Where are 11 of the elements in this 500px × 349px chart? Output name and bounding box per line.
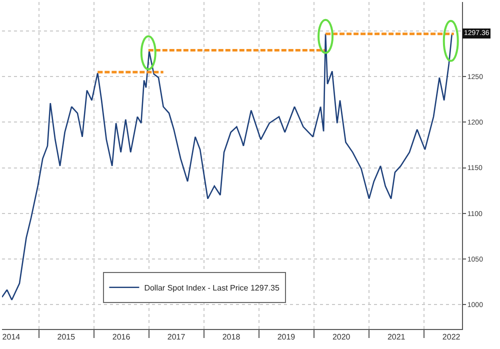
x-tick-label: 2016 [112,332,131,342]
x-tick-label: 2017 [167,332,186,342]
line-series [2,33,453,300]
legend-label: Dollar Spot Index - Last Price 1297.35 [144,283,280,292]
x-tick-label: 2018 [222,332,241,342]
x-tick-label: 2020 [332,332,351,342]
x-tick-label: 2019 [277,332,296,342]
x-tick-label: 2022 [442,332,461,342]
x-tick-label: 2015 [57,332,76,342]
x-tick-label: 2021 [387,332,406,342]
x-tick-label: 2014 [2,332,21,342]
